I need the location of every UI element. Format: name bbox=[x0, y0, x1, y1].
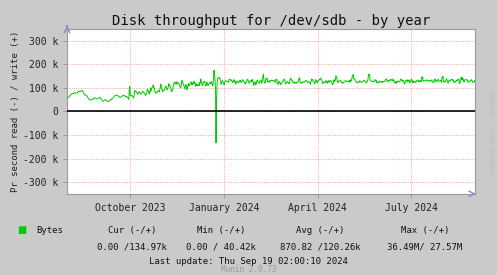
Text: Max (-/+): Max (-/+) bbox=[401, 226, 449, 235]
Text: Bytes: Bytes bbox=[36, 226, 63, 235]
Text: Avg (-/+): Avg (-/+) bbox=[296, 226, 345, 235]
Title: Disk throughput for /dev/sdb - by year: Disk throughput for /dev/sdb - by year bbox=[112, 14, 430, 28]
Text: ■: ■ bbox=[17, 225, 27, 235]
Text: 870.82 /120.26k: 870.82 /120.26k bbox=[280, 243, 361, 252]
Text: 0.00 / 40.42k: 0.00 / 40.42k bbox=[186, 243, 256, 252]
Text: 36.49M/ 27.57M: 36.49M/ 27.57M bbox=[387, 243, 463, 252]
Text: RRDTOOL / TOBI OETIKER: RRDTOOL / TOBI OETIKER bbox=[489, 91, 494, 173]
Text: Last update: Thu Sep 19 02:00:10 2024: Last update: Thu Sep 19 02:00:10 2024 bbox=[149, 257, 348, 266]
Text: 0.00 /134.97k: 0.00 /134.97k bbox=[97, 243, 166, 252]
Text: Munin 2.0.73: Munin 2.0.73 bbox=[221, 265, 276, 274]
Text: Cur (-/+): Cur (-/+) bbox=[107, 226, 156, 235]
Text: Min (-/+): Min (-/+) bbox=[197, 226, 246, 235]
Y-axis label: Pr second read (-) / write (+): Pr second read (-) / write (+) bbox=[11, 31, 20, 192]
